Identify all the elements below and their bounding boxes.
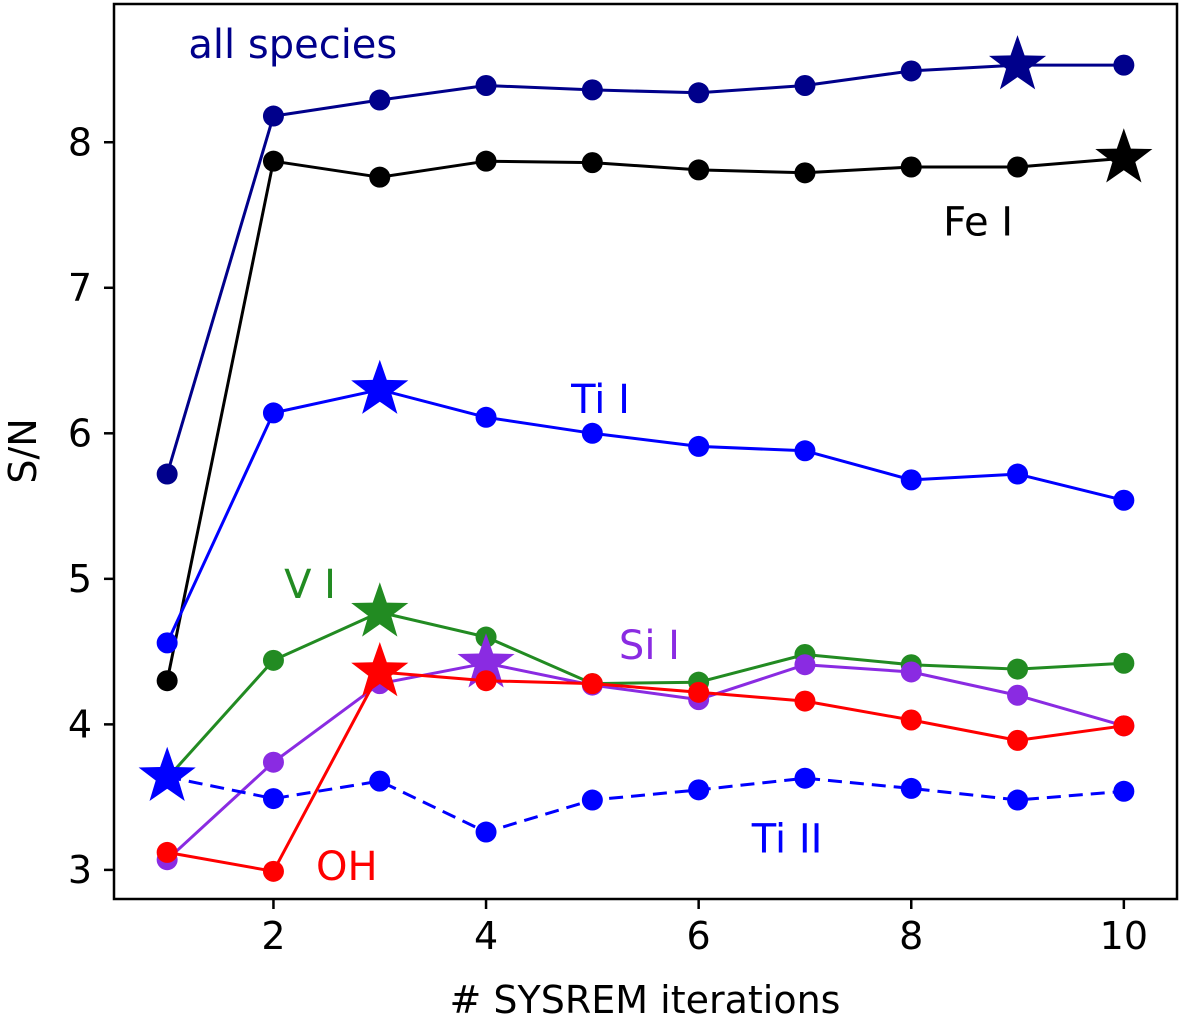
data-point-fe-i xyxy=(262,150,284,172)
x-tick-label: 8 xyxy=(899,914,923,958)
data-point-all-species xyxy=(1113,54,1135,76)
data-point-oh xyxy=(688,681,710,703)
series-label-ti-ii: Ti II xyxy=(751,816,823,862)
best-iteration-star-oh xyxy=(351,642,409,697)
series-label-ti-i: Ti I xyxy=(570,377,630,423)
series-line-si-i xyxy=(166,661,1125,861)
data-point-all-species xyxy=(156,463,178,485)
best-iteration-star-all-species xyxy=(989,35,1047,90)
series-line-all-species xyxy=(165,63,1124,475)
data-point-oh xyxy=(1007,729,1029,751)
data-point-fe-i xyxy=(475,150,497,172)
data-point-ti-ii xyxy=(1007,789,1029,811)
data-point-fe-i xyxy=(688,159,710,181)
series-label-layer: all species Fe I Ti I V I Si I OH Ti II xyxy=(188,22,1013,890)
tick-layer: 2 4 6 8 10 3 4 5 6 7 8 xyxy=(68,120,1148,958)
data-point-ti-i xyxy=(475,406,497,428)
data-point-ti-i xyxy=(688,435,710,457)
best-iteration-star-ti-i xyxy=(351,359,409,414)
data-point-oh xyxy=(1113,715,1135,737)
series-line-oh xyxy=(166,670,1125,873)
data-point-all-species xyxy=(794,74,816,96)
data-point-all-species xyxy=(475,74,497,96)
data-point-oh xyxy=(475,670,497,692)
data-point-si-i xyxy=(794,654,816,676)
x-tick-label: 6 xyxy=(687,914,711,958)
y-tick-label: 8 xyxy=(68,120,92,164)
data-point-oh xyxy=(156,841,178,863)
y-tick-label: 3 xyxy=(68,848,92,892)
series-layer xyxy=(138,35,1153,882)
data-point-si-i xyxy=(262,751,284,773)
data-point-ti-i xyxy=(794,440,816,462)
series-oh xyxy=(156,642,1135,882)
x-tick-label: 10 xyxy=(1100,914,1148,958)
data-point-si-i xyxy=(900,661,922,683)
series-label-v-i: V I xyxy=(284,562,336,608)
x-tick-label: 2 xyxy=(261,914,285,958)
series-label-all-species: all species xyxy=(188,22,397,68)
data-point-ti-ii xyxy=(688,779,710,801)
y-tick-label: 5 xyxy=(68,557,92,601)
plot-frame xyxy=(112,2,1179,901)
data-point-ti-i xyxy=(1007,463,1029,485)
data-point-fe-i xyxy=(156,670,178,692)
data-point-ti-i xyxy=(1113,489,1135,511)
y-tick-label: 4 xyxy=(68,702,92,746)
data-point-fe-i xyxy=(1007,156,1029,178)
data-point-all-species xyxy=(688,82,710,104)
best-iteration-star-fe-i xyxy=(1095,128,1153,183)
data-point-ti-ii xyxy=(900,777,922,799)
data-point-v-i xyxy=(262,649,284,671)
data-point-fe-i xyxy=(794,162,816,184)
y-tick-label: 7 xyxy=(68,266,92,310)
data-point-ti-i xyxy=(156,632,178,654)
data-point-ti-i xyxy=(262,402,284,424)
data-point-all-species xyxy=(581,79,603,101)
series-line-fe-i xyxy=(165,156,1124,682)
best-iteration-star-si-i xyxy=(457,633,515,688)
data-point-oh xyxy=(262,860,284,882)
data-point-oh xyxy=(900,709,922,731)
data-point-ti-ii xyxy=(1113,780,1135,802)
data-point-ti-ii xyxy=(581,789,603,811)
data-point-si-i xyxy=(1007,684,1029,706)
data-point-ti-i xyxy=(581,422,603,444)
data-point-ti-ii xyxy=(369,770,391,792)
data-point-ti-ii xyxy=(794,767,816,789)
series-ti-ii xyxy=(138,746,1135,843)
data-point-fe-i xyxy=(369,166,391,188)
best-iteration-star-ti-ii xyxy=(138,746,196,801)
data-point-v-i xyxy=(1113,652,1135,674)
series-line-ti-i xyxy=(165,388,1125,644)
data-point-ti-ii xyxy=(475,821,497,843)
series-label-si-i: Si I xyxy=(619,623,680,669)
data-point-ti-ii xyxy=(262,788,284,810)
series-fe-i xyxy=(156,128,1153,692)
data-point-oh xyxy=(794,690,816,712)
series-all-species xyxy=(156,35,1135,485)
data-point-ti-i xyxy=(900,469,922,491)
x-tick-label: 4 xyxy=(474,914,498,958)
y-tick-label: 6 xyxy=(68,411,92,455)
series-line-ti-ii xyxy=(166,775,1124,834)
series-v-i xyxy=(156,582,1135,789)
series-line-v-i xyxy=(166,610,1124,780)
data-point-all-species xyxy=(369,89,391,111)
series-ti-i xyxy=(156,359,1135,654)
data-point-all-species xyxy=(262,105,284,127)
best-iteration-star-v-i xyxy=(351,582,409,637)
data-point-oh xyxy=(581,673,603,695)
series-label-fe-i: Fe I xyxy=(943,199,1013,245)
data-point-fe-i xyxy=(581,152,603,174)
series-label-oh: OH xyxy=(316,844,378,890)
x-axis-label: # SYSREM iterations xyxy=(450,978,841,1021)
y-axis-label: S/N xyxy=(1,418,45,483)
data-point-fe-i xyxy=(900,156,922,178)
data-point-all-species xyxy=(900,60,922,82)
data-point-v-i xyxy=(1007,658,1029,680)
